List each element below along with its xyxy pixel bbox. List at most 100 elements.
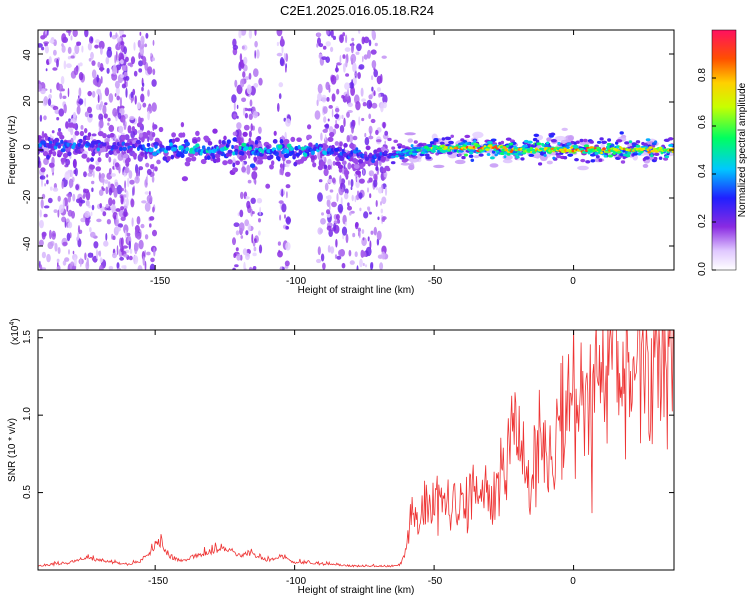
signal-speck <box>60 157 66 163</box>
noise-speck <box>250 197 256 204</box>
noise-speck <box>360 87 364 97</box>
noise-speck <box>72 30 78 38</box>
noise-speck <box>115 226 121 232</box>
spectrogram-xtick-label: -50 <box>428 276 443 287</box>
signal-speck <box>632 152 639 156</box>
haze-speck <box>642 163 649 168</box>
noise-speck <box>327 194 332 201</box>
signal-speck <box>272 139 278 144</box>
signal-speck <box>292 153 296 158</box>
noise-speck <box>104 87 110 97</box>
signal-speck <box>343 143 348 148</box>
noise-speck <box>328 105 333 109</box>
noise-speck <box>46 174 49 178</box>
noise-speck <box>277 102 280 112</box>
noise-speck <box>120 74 125 78</box>
signal-speck <box>504 148 509 152</box>
signal-speck <box>293 161 298 167</box>
noise-speck <box>339 54 342 64</box>
noise-speck <box>124 166 130 174</box>
noise-speck <box>278 200 284 204</box>
noise-speck <box>62 95 67 100</box>
noise-speck <box>147 66 153 75</box>
signal-speck <box>151 132 156 138</box>
noise-speck <box>323 168 329 177</box>
noise-speck <box>48 39 55 44</box>
noise-speck <box>117 153 124 161</box>
signal-speck <box>218 139 222 145</box>
spectrogram-xtick-label: -150 <box>150 276 170 287</box>
noise-speck <box>124 188 127 193</box>
signal-speck <box>619 153 625 157</box>
noise-speck <box>96 218 102 223</box>
signal-speck <box>146 142 151 147</box>
noise-speck <box>95 104 101 111</box>
signal-speck <box>382 167 387 173</box>
signal-speck <box>158 126 164 133</box>
noise-speck <box>349 211 352 216</box>
noise-speck <box>277 250 283 258</box>
noise-speck <box>84 97 87 107</box>
noise-speck <box>125 190 129 199</box>
noise-speck <box>43 96 49 106</box>
noise-speck <box>278 93 282 100</box>
noise-speck <box>233 222 240 227</box>
noise-speck <box>142 102 147 108</box>
noise-speck <box>376 238 380 246</box>
signal-speck <box>575 140 580 144</box>
noise-speck <box>358 192 363 199</box>
noise-speck <box>98 113 104 121</box>
noise-speck <box>131 217 134 227</box>
signal-speck <box>79 144 84 149</box>
noise-speck <box>279 266 283 270</box>
noise-speck <box>254 40 258 48</box>
signal-speck <box>607 138 612 142</box>
noise-speck <box>123 224 129 234</box>
noise-speck <box>336 88 340 95</box>
noise-speck <box>326 225 332 231</box>
noise-speck <box>368 94 373 100</box>
noise-speck <box>254 178 257 185</box>
noise-speck <box>350 179 354 187</box>
noise-speck <box>90 37 93 42</box>
noise-speck <box>344 221 347 226</box>
signal-speck <box>536 142 542 146</box>
noise-speck <box>328 229 334 238</box>
noise-speck <box>100 173 105 179</box>
signal-speck <box>546 141 550 145</box>
noise-speck <box>335 238 338 248</box>
noise-speck <box>61 216 67 223</box>
signal-speck <box>409 151 413 155</box>
signal-speck <box>125 157 131 163</box>
noise-speck <box>338 249 344 257</box>
noise-speck <box>232 131 238 136</box>
noise-speck <box>151 57 155 62</box>
signal-speck <box>134 142 138 148</box>
noise-speck <box>341 262 346 269</box>
signal-speck <box>371 158 376 164</box>
noise-speck <box>364 132 367 138</box>
noise-speck <box>382 122 386 129</box>
noise-speck <box>285 65 287 73</box>
noise-speck <box>253 83 259 88</box>
noise-speck <box>144 202 151 212</box>
signal-speck <box>600 151 603 155</box>
noise-speck <box>142 82 145 88</box>
noise-speck <box>64 171 70 181</box>
noise-speck <box>95 39 101 44</box>
signal-speck <box>265 183 271 189</box>
signal-speck <box>490 138 497 142</box>
signal-speck <box>200 158 207 165</box>
noise-speck <box>56 258 60 263</box>
noise-speck <box>97 94 100 103</box>
colorbar-gradient <box>711 29 737 271</box>
noise-speck <box>344 82 350 90</box>
noise-speck <box>367 187 369 193</box>
signal-speck <box>487 140 493 145</box>
signal-speck <box>150 164 155 170</box>
signal-speck <box>585 160 591 164</box>
signal-speck <box>40 167 46 173</box>
signal-speck <box>296 137 302 143</box>
noise-speck <box>102 211 107 217</box>
noise-speck <box>349 260 355 265</box>
